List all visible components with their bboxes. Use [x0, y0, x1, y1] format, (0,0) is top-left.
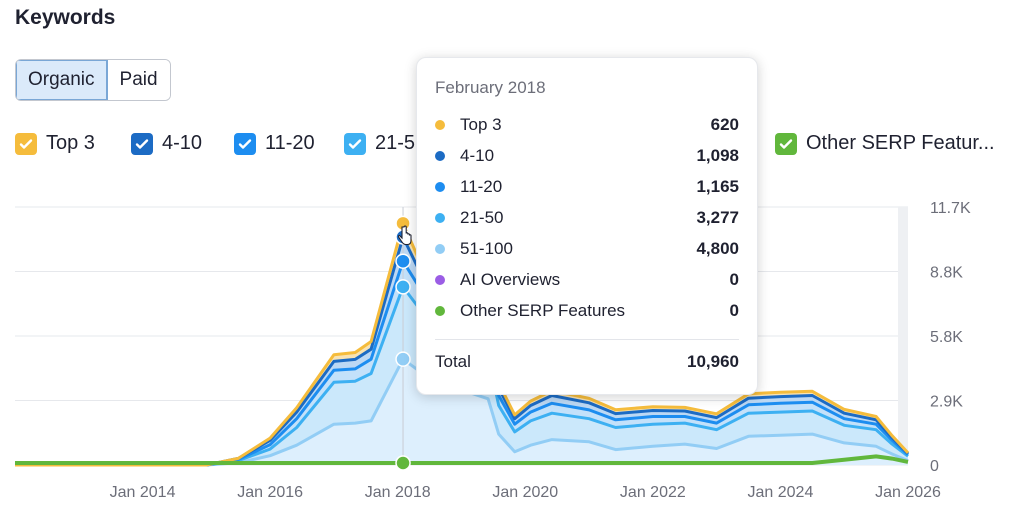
- tab-organic[interactable]: Organic: [16, 60, 108, 100]
- line-top-3: [15, 221, 910, 467]
- legend-label: Other SERP Featur...: [806, 132, 995, 154]
- legend-label: 11-20: [265, 132, 315, 154]
- series-name: AI Overviews: [460, 270, 561, 289]
- total-value: 10,960: [687, 352, 739, 371]
- checkbox-icon[interactable]: [775, 132, 797, 155]
- line-51-100: [15, 357, 909, 467]
- series-name: 21-50: [460, 208, 504, 227]
- legend-item-11-20[interactable]: 11-20: [234, 132, 315, 155]
- series-name: Other SERP Features: [460, 301, 626, 320]
- checkbox-icon[interactable]: [344, 132, 366, 155]
- series-value: 0: [729, 301, 739, 320]
- series-name: Top 3: [460, 115, 502, 134]
- series-value: 4,800: [696, 239, 739, 258]
- checkbox-icon[interactable]: [234, 132, 256, 155]
- checkbox-icon[interactable]: [131, 132, 153, 155]
- series-dot-icon: [435, 306, 445, 316]
- chart-tooltip: February 2018 Top 3 620 4-10 1,098 11-20 1,16…: [416, 57, 758, 395]
- axis-band: [898, 207, 908, 465]
- legend-item-21-50[interactable]: 21-5: [344, 132, 415, 155]
- tooltip-row: 51-100 4,800: [435, 238, 739, 260]
- line-4-10: [15, 235, 910, 467]
- y-tick-label: 0: [930, 458, 939, 475]
- checkbox-icon[interactable]: [15, 132, 37, 155]
- legend-label: Top 3: [46, 132, 95, 154]
- tooltip-divider: [435, 339, 739, 340]
- x-tick-label: Jan 2022: [620, 484, 686, 501]
- tooltip-row: 21-50 3,277: [435, 207, 739, 229]
- hover-marker: [395, 253, 411, 269]
- hand-cursor-icon: [398, 225, 412, 246]
- area-51-100: [15, 359, 908, 465]
- series-value: 0: [729, 270, 739, 289]
- x-tick-label: Jan 2018: [365, 484, 431, 501]
- tooltip-row: Top 3 620: [435, 114, 739, 136]
- tooltip-row: AI Overviews 0: [435, 269, 739, 291]
- tab-paid[interactable]: Paid: [107, 60, 170, 100]
- total-label: Total: [435, 352, 471, 371]
- series-dot-icon: [435, 275, 445, 285]
- series-dot-icon: [435, 182, 445, 192]
- x-tick-label: Jan 2014: [110, 484, 176, 501]
- hover-marker: [395, 351, 411, 367]
- y-tick-label: 5.8K: [930, 329, 963, 346]
- line-21-50: [15, 285, 909, 467]
- line-other-serp-features: [15, 454, 909, 465]
- x-tick-label: Jan 2016: [237, 484, 303, 501]
- organic-paid-toggle: Organic Paid: [15, 59, 171, 101]
- tooltip-total: Total 10,960: [435, 352, 739, 372]
- y-tick-label: 8.8K: [930, 265, 963, 282]
- x-tick-label: Jan 2024: [748, 484, 814, 501]
- legend-item-4-10[interactable]: 4-10: [131, 132, 202, 155]
- series-dot-icon: [435, 120, 445, 130]
- tooltip-row: Other SERP Features 0: [435, 300, 739, 322]
- legend-item-other-serp[interactable]: Other SERP Featur...: [775, 132, 995, 155]
- x-tick-label: Jan 2026: [875, 484, 941, 501]
- legend-label: 4-10: [162, 132, 203, 154]
- legend-label: 21-5: [375, 132, 416, 154]
- series-value: 620: [710, 115, 739, 134]
- series-value: 3,277: [696, 208, 739, 227]
- series-name: 4-10: [460, 146, 495, 165]
- tooltip-title: February 2018: [435, 78, 546, 97]
- chart-legend: Top 3 4-10 11-20 21-5 Other SERP Featur.…: [0, 132, 1024, 164]
- series-dot-icon: [435, 213, 445, 223]
- series-name: 51-100: [460, 239, 513, 258]
- tooltip-row: 11-20 1,165: [435, 176, 739, 198]
- series-dot-icon: [435, 151, 445, 161]
- page-title: Keywords: [15, 6, 116, 29]
- legend-item-top3[interactable]: Top 3: [15, 132, 95, 155]
- series-value: 1,098: [696, 146, 739, 165]
- series-dot-icon: [435, 244, 445, 254]
- hover-marker: [395, 455, 411, 471]
- series-name: 11-20: [460, 177, 503, 196]
- y-tick-label: 2.9K: [930, 394, 963, 411]
- line-11-20: [15, 259, 910, 467]
- y-tick-label: 11.7K: [930, 200, 971, 217]
- x-tick-label: Jan 2020: [492, 484, 558, 501]
- series-value: 1,165: [696, 177, 739, 196]
- hover-marker: [395, 279, 411, 295]
- tooltip-row: 4-10 1,098: [435, 145, 739, 167]
